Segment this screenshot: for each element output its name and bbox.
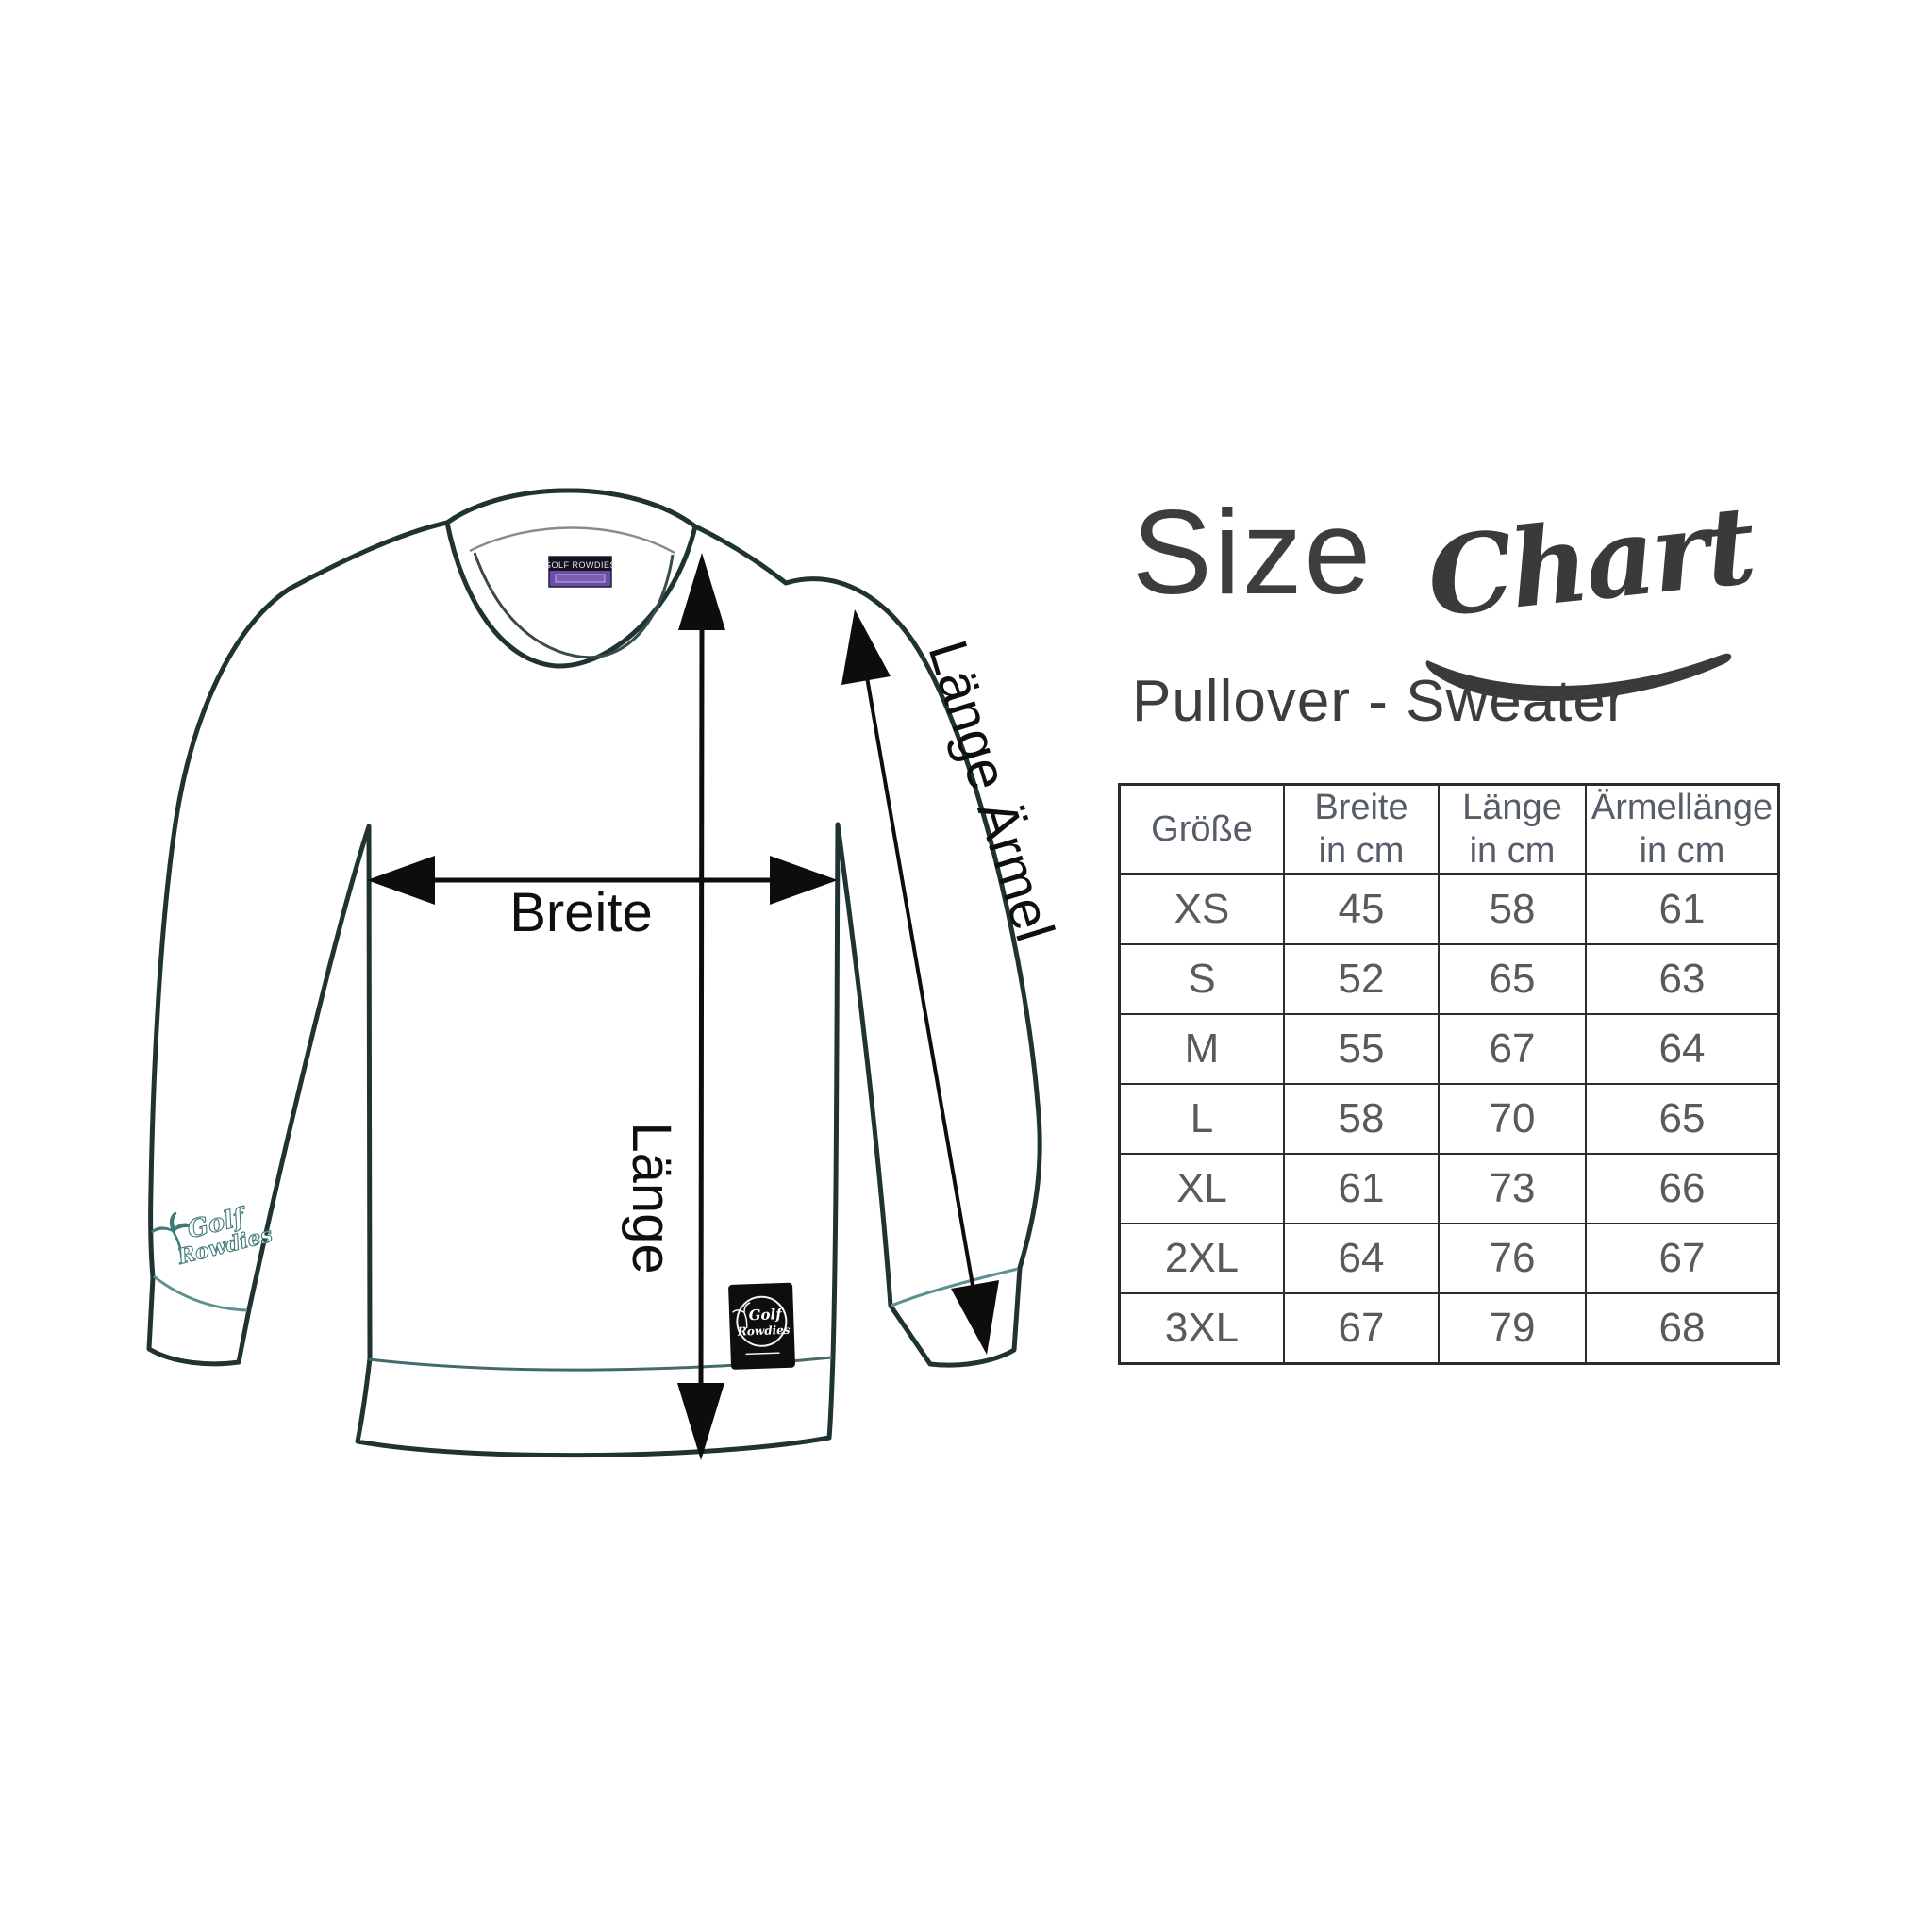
width-label: Breite (509, 882, 653, 943)
neck-tag: GOLF ROWDIES (544, 556, 616, 588)
aermellaenge-cell: 64 (1585, 1013, 1780, 1085)
size-cell: XS (1118, 873, 1285, 945)
size-table-header: Größe Breite in cm Länge in cm Ärmelläng… (1118, 783, 1780, 875)
breite-cell: 67 (1283, 1292, 1440, 1365)
laenge-cell: 73 (1438, 1153, 1587, 1224)
hem-patch-line2: Rowdies (737, 1324, 791, 1339)
header-breite: Breite in cm (1283, 783, 1440, 875)
breite-cell: 64 (1283, 1223, 1440, 1294)
header-unit: in cm (1469, 831, 1556, 871)
collar-inner-line (473, 552, 675, 659)
table-row: L 58 70 65 (1118, 1083, 1780, 1155)
breite-cell: 52 (1283, 943, 1440, 1015)
table-row: 2XL 64 76 67 (1118, 1223, 1780, 1294)
neck-tag-brand: GOLF ROWDIES (544, 560, 616, 570)
title-chart-word: Chart (1422, 481, 1759, 641)
table-row: M 55 67 64 (1118, 1013, 1780, 1085)
table-row: S 52 65 63 (1118, 943, 1780, 1015)
sweater-body-outline (146, 488, 1042, 1458)
aermellaenge-cell: 67 (1585, 1223, 1780, 1294)
sweater-diagram: GOLF ROWDIES Golf Rowdies Golf Rowdies (146, 488, 1066, 1460)
breite-cell: 55 (1283, 1013, 1440, 1085)
header-laenge: Länge in cm (1438, 783, 1587, 875)
hem-patch-line1: Golf (748, 1306, 784, 1324)
left-cuff-seam (153, 1274, 248, 1312)
header-aermellaenge: Ärmellänge in cm (1585, 783, 1780, 875)
aermellaenge-cell: 68 (1585, 1292, 1780, 1365)
length-arrow (677, 553, 725, 1460)
size-table-body: XS 45 58 61 S 52 65 63 M 55 67 64 L 58 7… (1118, 873, 1780, 1365)
laenge-cell: 79 (1438, 1292, 1587, 1365)
breite-cell: 45 (1283, 873, 1440, 945)
laenge-cell: 76 (1438, 1223, 1587, 1294)
header-label: Größe (1151, 809, 1253, 849)
length-label: Länge (621, 1122, 682, 1274)
sleeve-length-arrow (841, 609, 999, 1355)
header-label: Ärmellänge (1591, 788, 1774, 827)
size-cell: XL (1118, 1153, 1285, 1224)
laenge-cell: 65 (1438, 943, 1587, 1015)
title-size-word: Size (1132, 485, 1374, 619)
table-row: XL 61 73 66 (1118, 1153, 1780, 1224)
patch-palm-icon (732, 1302, 751, 1329)
page-title: Size Chart (1132, 481, 1758, 641)
hem-patch: Golf Rowdies (728, 1282, 795, 1370)
laenge-cell: 70 (1438, 1083, 1587, 1155)
page-subtitle: Pullover - Sweater (1132, 669, 1627, 734)
aermellaenge-cell: 65 (1585, 1083, 1780, 1155)
breite-cell: 61 (1283, 1153, 1440, 1224)
chart-title-swash (1425, 653, 1732, 702)
header-label: Breite (1314, 788, 1408, 827)
header-label: Länge (1462, 788, 1562, 827)
laenge-cell: 58 (1438, 873, 1587, 945)
header-unit: in cm (1639, 831, 1725, 871)
header-groesse: Größe (1118, 783, 1285, 875)
collar-rib-line (469, 526, 675, 555)
aermellaenge-cell: 63 (1585, 943, 1780, 1015)
header-unit: in cm (1318, 831, 1405, 871)
table-row: XS 45 58 61 (1118, 873, 1780, 945)
size-cell: L (1118, 1083, 1285, 1155)
table-row: 3XL 67 79 68 (1118, 1292, 1780, 1365)
aermellaenge-cell: 66 (1585, 1153, 1780, 1224)
size-cell: 3XL (1118, 1292, 1285, 1365)
table-header-row: Größe Breite in cm Länge in cm Ärmelläng… (1118, 783, 1780, 875)
palm-icon (150, 1211, 192, 1259)
laenge-cell: 67 (1438, 1013, 1587, 1085)
size-cell: S (1118, 943, 1285, 1015)
right-cuff-seam (891, 1267, 1019, 1307)
breite-cell: 58 (1283, 1083, 1440, 1155)
width-arrow (367, 856, 838, 905)
size-cell: M (1118, 1013, 1285, 1085)
size-cell: 2XL (1118, 1223, 1285, 1294)
aermellaenge-cell: 61 (1585, 873, 1780, 945)
size-table: Größe Breite in cm Länge in cm Ärmelläng… (1118, 783, 1780, 1365)
